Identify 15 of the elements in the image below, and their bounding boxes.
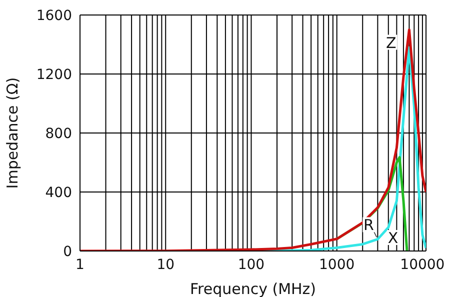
x-tick-label: 1000 bbox=[319, 256, 355, 273]
x-tick-label: 10 bbox=[156, 256, 175, 273]
x-tick-label: 100 bbox=[238, 256, 265, 273]
x-tick-label: 1 bbox=[76, 256, 84, 273]
x-axis-title: Frequency (MHz) bbox=[190, 280, 316, 297]
y-tick-label: 1600 bbox=[36, 8, 72, 24]
series-label: Z bbox=[386, 34, 396, 52]
y-tick-label: 800 bbox=[45, 126, 72, 142]
y-tick-label: 0 bbox=[63, 244, 72, 260]
series-label: R bbox=[363, 216, 374, 234]
y-tick-label: 400 bbox=[45, 184, 72, 201]
x-tick-label: 10000 bbox=[400, 256, 445, 273]
y-axis-title: Impedance (Ω) bbox=[3, 77, 22, 189]
y-tick-label: 1200 bbox=[36, 66, 72, 83]
series-label: X bbox=[388, 229, 398, 247]
